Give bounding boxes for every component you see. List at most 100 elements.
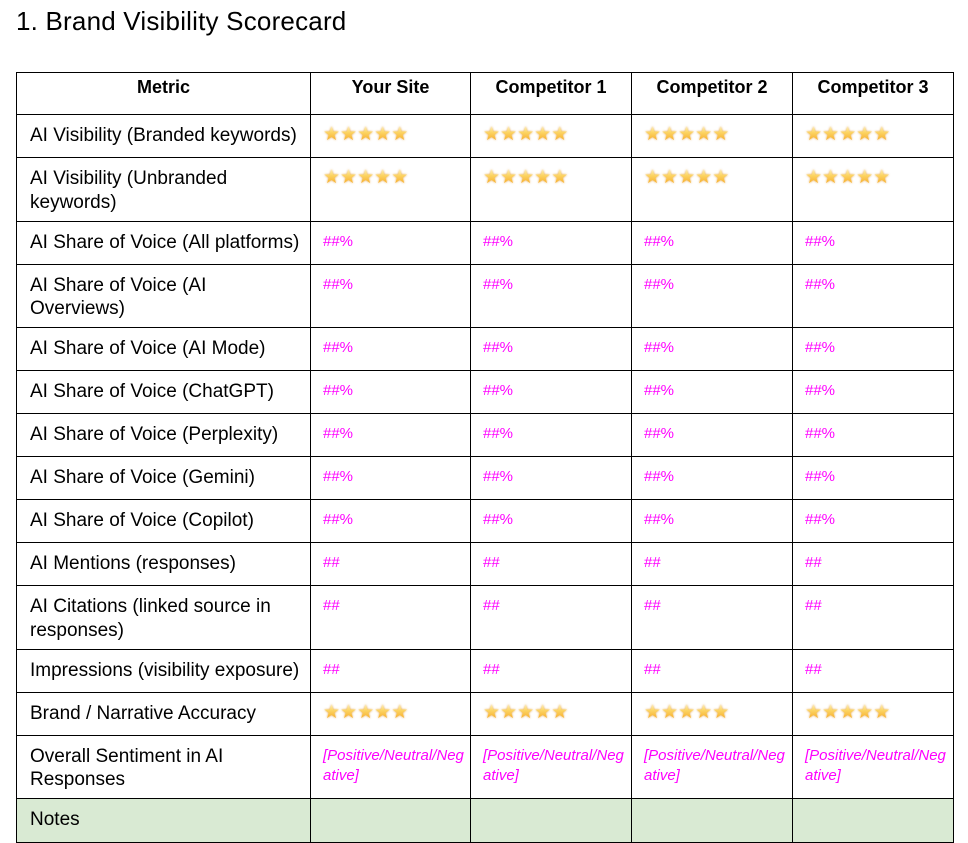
value-cell[interactable]: ## bbox=[631, 585, 793, 650]
star-icon: ★ bbox=[661, 124, 679, 145]
value-cell[interactable]: ★★★★★ bbox=[470, 157, 632, 222]
star-icon: ★ bbox=[391, 124, 409, 145]
value-cell[interactable]: ##% bbox=[470, 220, 632, 265]
value-cell[interactable]: ★★★★★ bbox=[631, 691, 793, 736]
column-header-metric: Metric bbox=[16, 72, 311, 115]
page-title: 1. Brand Visibility Scorecard bbox=[16, 6, 347, 36]
star-rating: ★★★★★ bbox=[323, 168, 408, 187]
value-cell[interactable]: ## bbox=[792, 542, 954, 586]
value-cell[interactable]: ##% bbox=[792, 499, 954, 543]
value-cell[interactable]: ★★★★★ bbox=[792, 691, 954, 736]
star-icon: ★ bbox=[323, 701, 341, 723]
value-cell[interactable]: ## bbox=[631, 542, 793, 586]
value-cell[interactable]: [Positive/Neutral/Negative] bbox=[631, 734, 793, 799]
value-cell[interactable]: ##% bbox=[631, 413, 793, 457]
value-cell[interactable]: ★★★★★ bbox=[310, 114, 471, 158]
value-cell[interactable]: ##% bbox=[470, 370, 632, 414]
value-cell[interactable]: ★★★★★ bbox=[470, 691, 632, 736]
column-header: Competitor 1 bbox=[470, 72, 632, 115]
value-cell[interactable]: ## bbox=[792, 648, 954, 693]
value-cell[interactable]: ##% bbox=[792, 220, 954, 265]
value-cell[interactable]: ## bbox=[792, 585, 954, 650]
value-cell[interactable]: ★★★★★ bbox=[792, 157, 954, 222]
value-cell[interactable]: ## bbox=[470, 542, 632, 586]
metric-cell: AI Share of Voice (All platforms) bbox=[16, 220, 311, 265]
star-icon: ★ bbox=[822, 701, 840, 723]
star-icon: ★ bbox=[391, 167, 409, 188]
star-icon: ★ bbox=[534, 167, 552, 188]
value-cell[interactable]: ##% bbox=[792, 263, 954, 328]
value-cell[interactable]: ##% bbox=[792, 370, 954, 414]
value-cell[interactable]: ##% bbox=[310, 370, 471, 414]
star-icon: ★ bbox=[483, 167, 501, 188]
star-rating: ★★★★★ bbox=[644, 125, 729, 144]
star-icon: ★ bbox=[534, 701, 552, 723]
metric-cell: Brand / Narrative Accuracy bbox=[16, 691, 311, 736]
star-icon: ★ bbox=[839, 124, 857, 145]
metric-cell: AI Share of Voice (ChatGPT) bbox=[16, 370, 311, 414]
value-cell[interactable]: ##% bbox=[631, 499, 793, 543]
value-cell[interactable]: ★★★★★ bbox=[470, 114, 632, 158]
metric-cell: AI Share of Voice (Copilot) bbox=[16, 499, 311, 543]
table-body: AI Visibility (Branded keywords) ★★★★★ ★★★… bbox=[16, 114, 954, 843]
value-cell[interactable]: ##% bbox=[631, 327, 793, 371]
value-cell[interactable]: ##% bbox=[470, 327, 632, 371]
value-cell[interactable]: ##% bbox=[310, 263, 471, 328]
star-rating: ★★★★★ bbox=[805, 168, 890, 187]
value-cell[interactable]: ##% bbox=[631, 456, 793, 500]
star-icon: ★ bbox=[822, 124, 840, 145]
star-icon: ★ bbox=[839, 701, 857, 723]
value-cell[interactable]: ★★★★★ bbox=[792, 114, 954, 158]
star-icon: ★ bbox=[695, 167, 713, 188]
value-cell[interactable]: ## bbox=[470, 648, 632, 693]
value-cell[interactable]: ##% bbox=[470, 413, 632, 457]
value-cell[interactable]: ##% bbox=[792, 413, 954, 457]
value-cell[interactable]: ##% bbox=[310, 327, 471, 371]
value-cell[interactable]: ##% bbox=[470, 499, 632, 543]
value-cell[interactable]: [Positive/Neutral/Negative] bbox=[792, 734, 954, 799]
value-cell[interactable]: ##% bbox=[310, 413, 471, 457]
value-cell[interactable]: ##% bbox=[470, 263, 632, 328]
star-icon: ★ bbox=[517, 167, 535, 188]
value-cell[interactable]: ## bbox=[310, 648, 471, 693]
table-row: AI Citations (linked source in responses… bbox=[16, 585, 954, 650]
value-cell[interactable]: [Positive/Neutral/Negative] bbox=[310, 734, 471, 799]
table-row: AI Mentions (responses) ## ## ## ## bbox=[16, 542, 954, 586]
value-cell[interactable]: ##% bbox=[470, 456, 632, 500]
star-icon: ★ bbox=[805, 124, 823, 145]
star-icon: ★ bbox=[551, 701, 569, 723]
value-cell[interactable]: ## bbox=[631, 648, 793, 693]
star-icon: ★ bbox=[517, 701, 535, 723]
metric-cell: AI Share of Voice (AI Overviews) bbox=[16, 263, 311, 328]
table-row: Impressions (visibility exposure) ## ## ## #… bbox=[16, 648, 954, 693]
value-cell[interactable]: ## bbox=[470, 585, 632, 650]
star-icon: ★ bbox=[822, 167, 840, 188]
value-cell[interactable]: ##% bbox=[631, 263, 793, 328]
value-cell[interactable]: ★★★★★ bbox=[310, 157, 471, 222]
value-cell[interactable]: ##% bbox=[631, 220, 793, 265]
star-rating: ★★★★★ bbox=[323, 703, 408, 722]
star-icon: ★ bbox=[712, 124, 730, 145]
value-cell[interactable]: ★★★★★ bbox=[631, 114, 793, 158]
value-cell[interactable]: ## bbox=[310, 585, 471, 650]
star-icon: ★ bbox=[661, 167, 679, 188]
star-icon: ★ bbox=[839, 167, 857, 188]
value-cell[interactable]: ##% bbox=[631, 370, 793, 414]
star-icon: ★ bbox=[873, 124, 891, 145]
table-row: Brand / Narrative Accuracy ★★★★★ ★★★★★ ★★★★… bbox=[16, 691, 954, 736]
star-icon: ★ bbox=[856, 701, 874, 723]
value-cell[interactable]: ##% bbox=[310, 499, 471, 543]
value-cell[interactable]: ##% bbox=[792, 456, 954, 500]
value-cell[interactable]: [Positive/Neutral/Negative] bbox=[470, 734, 632, 799]
value-cell[interactable]: ##% bbox=[310, 220, 471, 265]
table-row: AI Share of Voice (Gemini) ##% ##% ##% ##% bbox=[16, 456, 954, 500]
value-cell[interactable]: ★★★★★ bbox=[631, 157, 793, 222]
value-cell[interactable]: ## bbox=[310, 542, 471, 586]
metric-cell: AI Citations (linked source in responses… bbox=[16, 585, 311, 650]
star-rating: ★★★★★ bbox=[323, 125, 408, 144]
value-cell[interactable]: ##% bbox=[310, 456, 471, 500]
value-cell[interactable]: ★★★★★ bbox=[310, 691, 471, 736]
value-cell[interactable]: ##% bbox=[792, 327, 954, 371]
star-icon: ★ bbox=[856, 167, 874, 188]
star-icon: ★ bbox=[856, 124, 874, 145]
